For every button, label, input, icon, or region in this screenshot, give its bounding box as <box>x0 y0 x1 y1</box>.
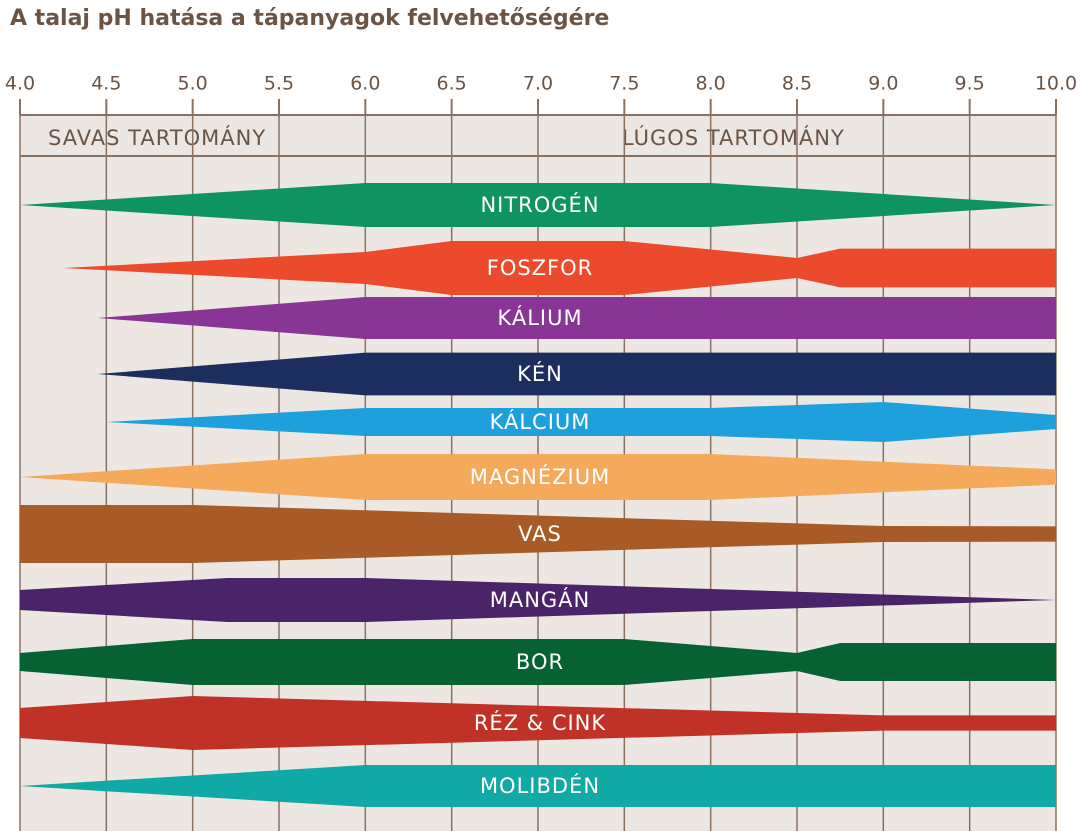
x-tick-label: 5.0 <box>178 73 208 95</box>
x-tick-label: 7.0 <box>523 73 553 95</box>
chart-title: A talaj pH hatása a tápanyagok felvehető… <box>10 6 609 31</box>
x-tick-label: 9.0 <box>868 73 898 95</box>
x-tick-label: 8.0 <box>696 73 726 95</box>
band-label: MOLIBDÉN <box>480 773 600 798</box>
band-label: VAS <box>518 522 562 546</box>
band-label: FOSZFOR <box>487 256 594 280</box>
nutrient-band <box>63 241 1056 295</box>
nutrient-band <box>97 297 1056 339</box>
x-tick-label: 5.5 <box>264 73 294 95</box>
region-label: SAVAS TARTOMÁNY <box>48 125 266 150</box>
nutrient-band <box>20 183 1056 227</box>
nutrient-band <box>20 639 1056 685</box>
x-tick-label: 9.5 <box>955 73 985 95</box>
x-tick-label: 8.5 <box>782 73 812 95</box>
nutrient-band <box>106 402 1057 442</box>
nutrient-band <box>97 352 1056 396</box>
x-tick-label: 4.5 <box>91 73 121 95</box>
band-label: NITROGÉN <box>480 192 599 217</box>
x-tick-label: 4.0 <box>5 73 35 95</box>
region-label: LÚGOS TARTOMÁNY <box>622 125 845 150</box>
band-label: KÉN <box>517 361 563 386</box>
x-tick-label: 7.5 <box>609 73 639 95</box>
x-tick-label: 10.0 <box>1035 73 1077 95</box>
nutrient-band <box>20 765 1056 807</box>
band-label: MANGÁN <box>490 587 591 612</box>
band-label: RÉZ & CINK <box>474 710 607 735</box>
nutrient-band <box>20 454 1056 500</box>
band-label: KÁLCIUM <box>490 409 591 434</box>
band-label: BOR <box>516 650 564 674</box>
band-label: MAGNÉZIUM <box>470 464 610 489</box>
nutrient-band <box>20 578 1056 622</box>
band-label: KÁLIUM <box>497 305 582 330</box>
nutrient-band <box>20 696 1056 750</box>
x-tick-label: 6.5 <box>437 73 467 95</box>
x-tick-label: 6.0 <box>350 73 380 95</box>
nutrient-band <box>20 505 1056 563</box>
